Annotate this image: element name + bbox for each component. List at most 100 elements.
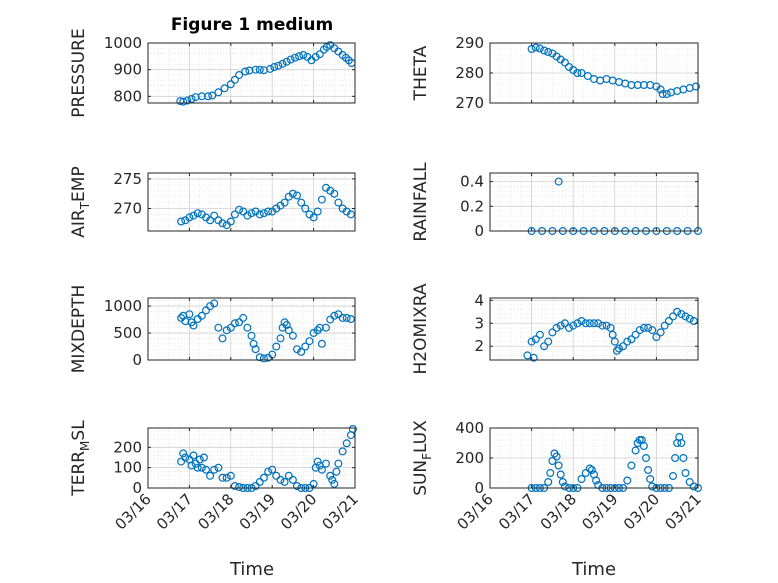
data-point	[214, 323, 223, 332]
y-tick-label: 1000	[104, 34, 142, 52]
data-point	[278, 59, 287, 68]
data-point	[226, 323, 235, 332]
data-point	[282, 57, 291, 66]
data-point	[288, 189, 297, 198]
data-point	[548, 328, 557, 337]
data-point	[247, 209, 256, 218]
data-point	[177, 457, 186, 466]
data-point	[288, 475, 297, 484]
data-point	[226, 80, 235, 89]
data-point	[322, 459, 331, 468]
data-series	[177, 183, 355, 230]
data-point	[214, 88, 223, 97]
data-point	[197, 463, 206, 472]
figure-title: Figure 1 medium	[171, 15, 333, 35]
y-tick-label: 0	[474, 222, 484, 240]
data-point	[322, 323, 331, 332]
data-point	[272, 342, 281, 351]
data-point	[585, 319, 594, 328]
data-point	[560, 319, 569, 328]
data-point	[313, 207, 322, 216]
subplot-1: 800 900 1000 PRESSURE	[69, 28, 356, 118]
y-tick-label: 2	[474, 337, 484, 355]
subplot-7: 0100200TERRMSL03/1603/1703/1803/1903/200…	[69, 420, 362, 534]
data-point	[280, 198, 289, 207]
y-tick-label: 0	[132, 351, 142, 369]
subplot-5: 0 500 1000 MIXDEPTH	[69, 285, 356, 373]
data-point	[544, 47, 553, 56]
data-point	[202, 465, 211, 474]
data-point	[554, 461, 563, 470]
data-point	[293, 191, 302, 200]
data-point	[679, 454, 688, 463]
data-point	[346, 315, 355, 324]
y-tick-label: 275	[113, 170, 142, 188]
data-point	[614, 344, 623, 353]
data-point	[222, 473, 231, 482]
data-point	[656, 85, 665, 94]
data-point	[560, 58, 569, 67]
data-point	[235, 318, 244, 327]
data-point	[199, 453, 208, 462]
data-point	[332, 467, 341, 476]
data-point	[299, 50, 308, 59]
y-tick-label: 280	[455, 64, 484, 82]
axes-box	[147, 297, 356, 361]
data-point	[239, 313, 248, 322]
data-point	[544, 478, 553, 487]
subplot-2: 270 280 290 THETA	[411, 34, 700, 112]
data-point	[681, 469, 690, 478]
data-point	[668, 312, 677, 321]
data-point	[255, 210, 264, 219]
data-point	[255, 65, 264, 74]
data-point	[556, 470, 565, 479]
data-point	[581, 469, 590, 478]
data-point	[230, 319, 239, 328]
data-point	[251, 65, 260, 74]
y-tick-label: 500	[113, 324, 142, 342]
y-tick-label: 200	[455, 449, 484, 467]
data-point	[540, 342, 549, 351]
data-point	[206, 471, 215, 480]
y-tick-label: 270	[455, 94, 484, 112]
data-point	[230, 75, 239, 84]
data-point	[270, 62, 279, 71]
data-point	[210, 465, 219, 474]
data-point	[660, 321, 669, 330]
data-point	[179, 449, 188, 458]
data-point	[187, 94, 196, 103]
data-point	[284, 471, 293, 480]
x-tick-label: 03/20	[620, 490, 663, 533]
data-point	[282, 321, 291, 330]
data-point	[546, 469, 555, 478]
data-point	[189, 321, 198, 330]
data-point	[297, 347, 306, 356]
data-point	[266, 64, 275, 73]
data-point	[646, 475, 655, 484]
data-point	[309, 329, 318, 338]
y-tick-label: 800	[113, 87, 142, 105]
data-point	[668, 472, 677, 481]
subplot-6: 2 3 4 H2OMIXRA	[411, 283, 699, 375]
data-point	[585, 464, 594, 473]
data-point	[641, 454, 650, 463]
data-point	[573, 319, 582, 328]
y-axis-label: AIRTEMP	[69, 166, 92, 237]
x-tick-label: 03/19	[236, 490, 279, 533]
data-point	[662, 89, 671, 98]
data-point	[326, 471, 335, 480]
data-point	[274, 61, 283, 70]
y-axis-label: THETA	[411, 45, 431, 101]
data-point	[195, 455, 204, 464]
data-point	[554, 177, 563, 186]
axes-box	[489, 172, 699, 232]
data-point	[689, 317, 698, 326]
data-point	[259, 209, 268, 218]
data-point	[311, 52, 320, 61]
data-point	[648, 482, 657, 491]
data-point	[619, 342, 628, 351]
data-point	[581, 319, 590, 328]
data-point	[264, 207, 273, 216]
x-tick-label: 03/21	[319, 490, 362, 533]
data-point	[673, 307, 682, 316]
